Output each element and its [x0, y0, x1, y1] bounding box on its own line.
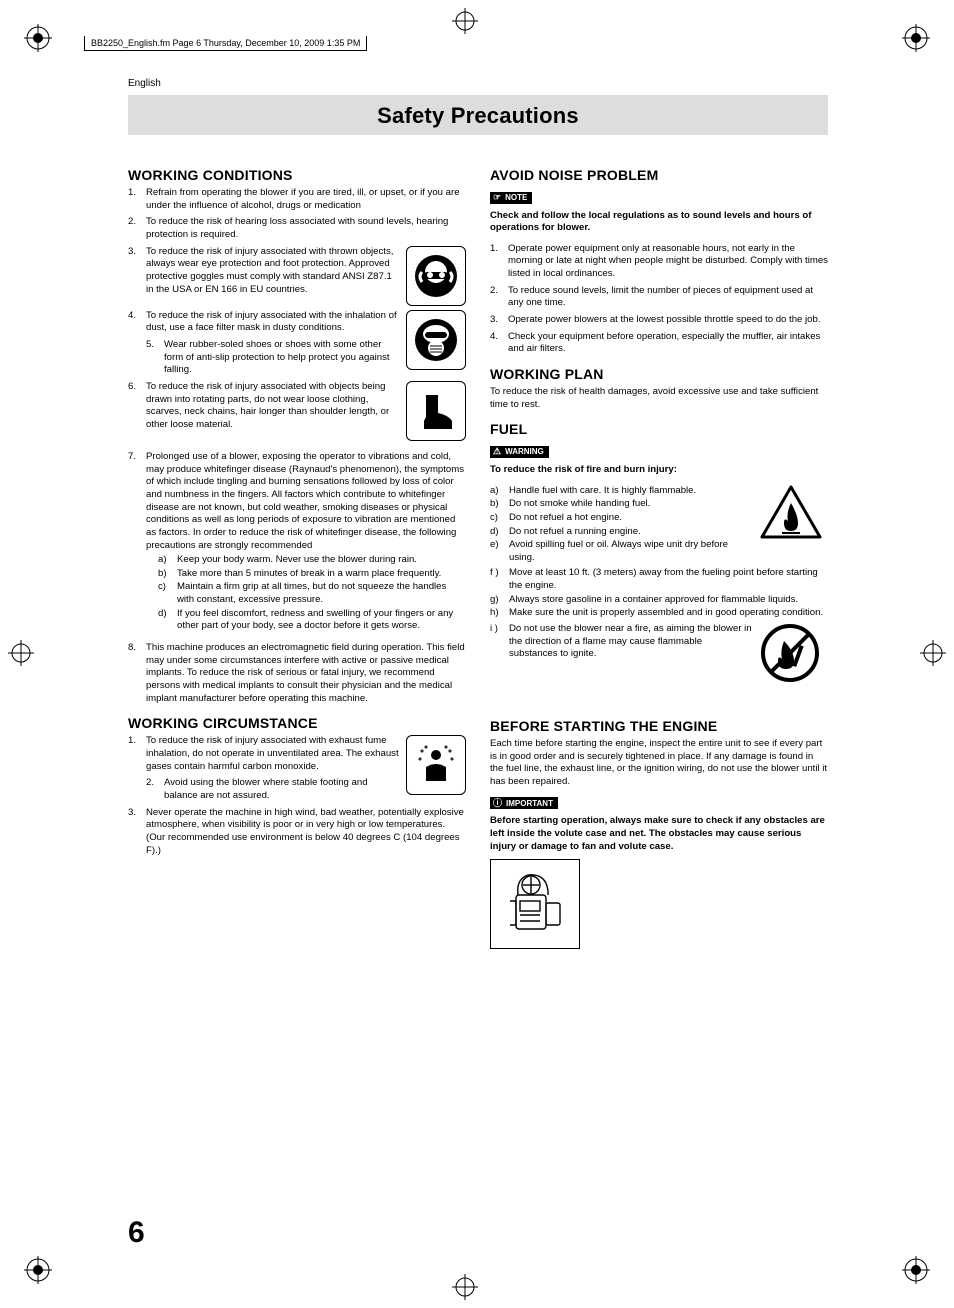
- reg-mark-br: [902, 1256, 930, 1284]
- fuel-f: Move at least 10 ft. (3 meters) away fro…: [509, 567, 828, 592]
- boot-icon: [406, 381, 466, 441]
- fuel-b: Do not smoke while handing fuel.: [509, 498, 752, 511]
- fuel-h: Make sure the unit is properly assembled…: [509, 607, 828, 620]
- flammable-icon: [758, 483, 824, 543]
- crop-mark-right: [920, 640, 946, 666]
- before-start-text: Each time before starting the engine, in…: [490, 738, 828, 789]
- wc-item-1: Refrain from operating the blower if you…: [146, 187, 466, 212]
- fumes-icon: [406, 735, 466, 795]
- fuel-note: To reduce the risk of fire and burn inju…: [490, 464, 828, 477]
- reg-mark-bl: [24, 1256, 52, 1284]
- wcir-item-3: Never operate the machine in high wind, …: [146, 807, 466, 858]
- language-label: English: [128, 78, 828, 89]
- heading-fuel: FUEL: [490, 421, 828, 437]
- wcir-item-2: Avoid using the blower where stable foot…: [164, 777, 400, 802]
- wc-item-7: Prolonged use of a blower, exposing the …: [146, 451, 464, 551]
- fuel-list-bot: i )Do not use the blower near a fire, as…: [490, 623, 752, 661]
- blower-diagram: [490, 859, 580, 949]
- crop-mark-left: [8, 640, 34, 666]
- noise-note: Check and follow the local regulations a…: [490, 210, 828, 235]
- note-badge: ☞NOTE: [490, 192, 532, 204]
- wcir-item-1: To reduce the risk of injury associated …: [146, 735, 400, 773]
- page-title: Safety Precautions: [128, 95, 828, 135]
- wc-item-5: Wear rubber-soled shoes or shoes with so…: [164, 339, 400, 377]
- heading-before-start: BEFORE STARTING THE ENGINE: [490, 718, 828, 734]
- crop-mark-top: [452, 8, 478, 34]
- important-badge: ⓘIMPORTANT: [490, 797, 558, 809]
- page-number: 6: [128, 1216, 145, 1250]
- heading-working-conditions: WORKING CONDITIONS: [128, 167, 466, 183]
- fuel-i: Do not use the blower near a fire, as ai…: [509, 623, 752, 661]
- page-content: English Safety Precautions WORKING CONDI…: [128, 78, 828, 949]
- print-slug: BB2250_English.fm Page 6 Thursday, Decem…: [84, 36, 367, 51]
- wc7-a: Keep your body warm. Never use the blowe…: [177, 554, 466, 567]
- wc7-d: If you feel discomfort, redness and swel…: [177, 608, 466, 633]
- working-plan-text: To reduce the risk of health damages, av…: [490, 386, 828, 411]
- heading-working-plan: WORKING PLAN: [490, 366, 828, 382]
- fuel-list-top: a)Handle fuel with care. It is highly fl…: [490, 485, 752, 565]
- wc-item-3: To reduce the risk of injury associated …: [146, 246, 400, 297]
- fuel-c: Do not refuel a hot engine.: [509, 512, 752, 525]
- no-fire-icon: [758, 621, 822, 685]
- reg-mark-tl: [24, 24, 52, 52]
- right-column: AVOID NOISE PROBLEM ☞NOTE Check and foll…: [490, 157, 828, 949]
- wc-item-2: To reduce the risk of hearing loss assoc…: [146, 216, 466, 241]
- wc7-b: Take more than 5 minutes of break in a w…: [177, 568, 466, 581]
- wc7-c: Maintain a firm grip at all times, but d…: [177, 581, 466, 606]
- heading-working-circumstance: WORKING CIRCUMSTANCE: [128, 715, 466, 731]
- noise-1: Operate power equipment only at reasonab…: [508, 243, 828, 281]
- noise-list: 1.Operate power equipment only at reason…: [490, 243, 828, 356]
- noise-2: To reduce sound levels, limit the number…: [508, 285, 828, 310]
- reg-mark-tr: [902, 24, 930, 52]
- heading-avoid-noise: AVOID NOISE PROBLEM: [490, 167, 828, 183]
- before-start-note: Before starting operation, always make s…: [490, 815, 828, 853]
- warning-badge: ⚠WARNING: [490, 446, 549, 458]
- noise-4: Check your equipment before operation, e…: [508, 331, 828, 356]
- wc-item-4: To reduce the risk of injury associated …: [146, 310, 400, 335]
- goggles-ear-icon: [406, 246, 466, 306]
- working-conditions-list: 1.Refrain from operating the blower if y…: [128, 187, 466, 705]
- left-column: WORKING CONDITIONS 1.Refrain from operat…: [128, 157, 466, 949]
- noise-3: Operate power blowers at the lowest poss…: [508, 314, 828, 327]
- wc-item-8: This machine produces an electromagnetic…: [146, 642, 466, 705]
- mask-icon: [406, 310, 466, 370]
- crop-mark-bottom: [452, 1274, 478, 1300]
- working-circumstance-list: 1. To reduce the risk of injury associat…: [128, 735, 466, 857]
- fuel-list-mid: f )Move at least 10 ft. (3 meters) away …: [490, 567, 828, 620]
- fuel-a: Handle fuel with care. It is highly flam…: [509, 485, 752, 498]
- fuel-e: Avoid spilling fuel or oil. Always wipe …: [509, 539, 752, 564]
- fuel-d: Do not refuel a running engine.: [509, 526, 752, 539]
- wc-item-6: To reduce the risk of injury associated …: [146, 381, 400, 432]
- fuel-g: Always store gasoline in a container app…: [509, 594, 828, 607]
